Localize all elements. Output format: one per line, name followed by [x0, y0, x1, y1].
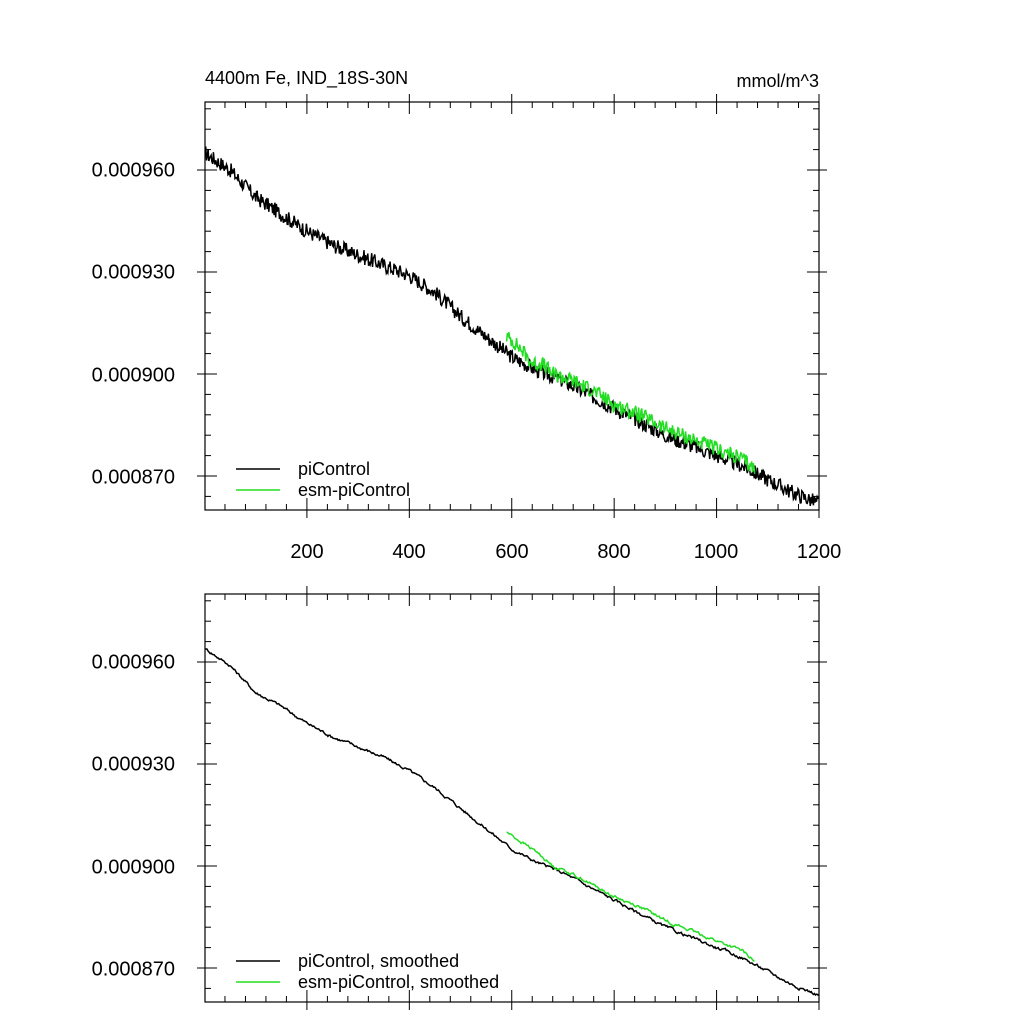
y-tick-label: 0.000900: [92, 856, 175, 878]
x-tick-label: 200: [290, 541, 323, 563]
x-tick-label: 400: [392, 541, 425, 563]
plot-frame: [204, 101, 820, 511]
series-line-picontrol: [205, 146, 819, 506]
plot-frame: [204, 593, 820, 1003]
legend: piControl, smoothed esm-piControl, smoot…: [236, 951, 499, 992]
legend-label: esm-piControl: [298, 480, 410, 500]
axis-ticks: [197, 94, 827, 518]
y-tick-label: 0.000870: [92, 958, 175, 980]
y-tick-label: 0.000930: [92, 261, 175, 283]
x-tick-label: 1000: [694, 541, 739, 563]
x-tick-label: 600: [495, 541, 528, 563]
y-tick-labels: 0.000870 0.000900 0.000930 0.000960: [92, 651, 175, 980]
legend-label: esm-piControl, smoothed: [298, 972, 499, 992]
top-panel: 4400m Fe, IND_18S-30N mmol/m^3 0.000870 …: [92, 68, 842, 563]
y-tick-label: 0.000900: [92, 364, 175, 386]
units-label: mmol/m^3: [737, 71, 819, 91]
y-tick-labels: 0.000870 0.000900 0.000930 0.000960: [92, 159, 175, 488]
axis-ticks: [197, 586, 827, 1010]
x-tick-label: 1200: [797, 541, 842, 563]
legend-label: piControl, smoothed: [298, 951, 459, 971]
legend: piControl esm-piControl: [236, 459, 410, 500]
x-tick-labels: 200 400 600 800 1000 1200: [290, 541, 841, 563]
y-tick-label: 0.000930: [92, 753, 175, 775]
x-tick-label: 800: [597, 541, 630, 563]
chart-title: 4400m Fe, IND_18S-30N: [205, 68, 408, 89]
y-tick-label: 0.000870: [92, 466, 175, 488]
legend-label: piControl: [298, 459, 370, 479]
series-line-esm-picontrol: [505, 332, 756, 474]
series-lines: [205, 146, 819, 506]
series-lines: [204, 648, 820, 997]
series-line-esm-picontrol-smoothed: [506, 831, 755, 962]
series-line-picontrol-smoothed: [204, 648, 820, 997]
y-tick-label: 0.000960: [92, 159, 175, 181]
y-tick-label: 0.000960: [92, 651, 175, 673]
bottom-panel: 0.000870 0.000900 0.000930 0.000960 piCo…: [92, 586, 827, 1010]
